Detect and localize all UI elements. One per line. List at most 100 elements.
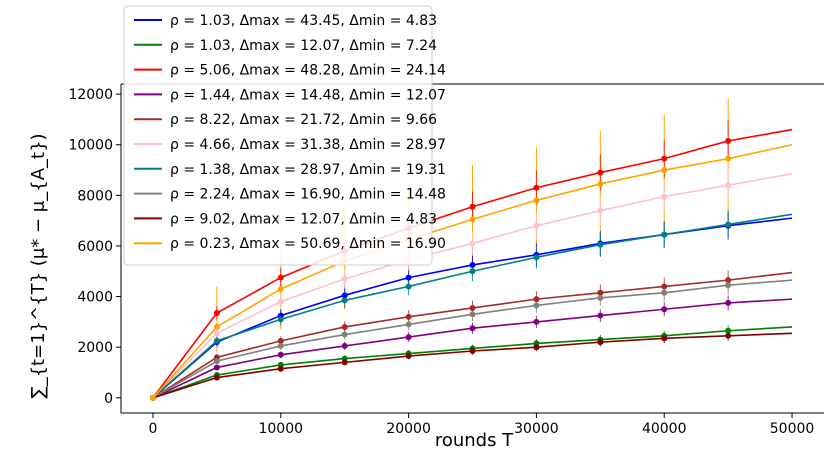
- x-tick-label: 0: [148, 421, 157, 437]
- series-point: [405, 313, 412, 320]
- series-7: [149, 213, 793, 401]
- series-point: [277, 365, 284, 372]
- series-point: [405, 334, 412, 341]
- series-point: [469, 325, 476, 332]
- series-point: [469, 240, 476, 247]
- x-tick-label: 50000: [770, 421, 815, 437]
- series-point: [213, 330, 220, 337]
- series-line: [152, 271, 793, 399]
- series-point: [661, 306, 668, 313]
- series-point: [213, 374, 220, 381]
- series-point: [469, 216, 476, 223]
- series-point: [597, 169, 604, 176]
- series-point: [661, 289, 668, 296]
- x-tick-label: 10000: [258, 421, 303, 437]
- series-point: [469, 311, 476, 318]
- legend-entry: ρ = 0.23, Δmax = 50.69, Δmin = 16.90: [170, 236, 446, 252]
- series-point: [341, 331, 348, 338]
- x-axis-label: rounds T: [435, 430, 514, 451]
- series-point: [533, 254, 540, 261]
- y-tick-label: 0: [104, 391, 113, 407]
- series-3: [149, 128, 793, 401]
- series-point: [597, 289, 604, 296]
- series-point: [277, 337, 284, 344]
- series-point: [597, 339, 604, 346]
- series-point: [469, 304, 476, 311]
- x-tick-label: 20000: [386, 421, 431, 437]
- series-point: [405, 321, 412, 328]
- legend-entry: ρ = 4.66, Δmax = 31.38, Δmin = 28.97: [170, 137, 446, 153]
- series-point: [341, 275, 348, 282]
- series-point: [725, 155, 732, 162]
- series-point: [469, 268, 476, 275]
- series-point: [597, 312, 604, 319]
- series-point: [277, 316, 284, 323]
- legend-entry: ρ = 1.38, Δmax = 28.97, Δmin = 19.31: [170, 162, 446, 178]
- series-point: [725, 299, 732, 306]
- series-point: [533, 222, 540, 229]
- series-point: [597, 241, 604, 248]
- series-layer: [149, 128, 793, 401]
- series-point: [405, 283, 412, 290]
- series-point: [533, 318, 540, 325]
- series-point: [725, 221, 732, 228]
- legend-box: [123, 5, 433, 266]
- y-tick-label: 8000: [77, 188, 113, 204]
- series-point: [469, 347, 476, 354]
- series-point: [341, 297, 348, 304]
- series-point: [277, 285, 284, 292]
- series-point: [341, 323, 348, 330]
- series-line: [152, 332, 793, 399]
- y-tick-label: 6000: [77, 239, 113, 255]
- y-tick-label: 2000: [77, 340, 113, 356]
- series-point: [341, 359, 348, 366]
- series-point: [661, 283, 668, 290]
- series-point: [405, 353, 412, 360]
- legend: ρ = 1.03, Δmax = 43.45, Δmin = 4.83 ρ = 1…: [123, 5, 446, 266]
- series-point: [277, 298, 284, 305]
- series-point: [341, 342, 348, 349]
- series-point: [661, 335, 668, 342]
- legend-entry: ρ = 9.02, Δmax = 12.07, Δmin = 4.83: [170, 211, 437, 227]
- y-axis-label: ∑_{t=1}^{T} (μ* − μ_{A_t}): [28, 133, 49, 398]
- legend-entry: ρ = 8.22, Δmax = 21.72, Δmin = 9.66: [170, 112, 437, 128]
- series-point: [533, 296, 540, 303]
- series-point: [213, 310, 220, 317]
- y-tick-label: 4000: [77, 290, 113, 306]
- series-point: [277, 274, 284, 281]
- legend-entry: ρ = 1.03, Δmax = 12.07, Δmin = 7.24: [170, 38, 437, 54]
- series-point: [725, 182, 732, 189]
- y-axis: 0 2000 4000 6000 8000 10000 12000: [68, 87, 121, 407]
- series-point: [725, 137, 732, 144]
- series-point: [277, 342, 284, 349]
- series-point: [725, 332, 732, 339]
- series-point: [725, 327, 732, 334]
- x-tick-label: 30000: [514, 421, 559, 437]
- series-point: [213, 323, 220, 330]
- legend-entry: ρ = 1.03, Δmax = 43.45, Δmin = 4.83: [170, 13, 437, 29]
- series-point: [405, 274, 412, 281]
- series-9: [149, 332, 793, 401]
- series-point: [533, 184, 540, 191]
- series-line: [152, 279, 793, 399]
- series-point: [597, 294, 604, 301]
- series-point: [533, 344, 540, 351]
- series-point: [533, 197, 540, 204]
- series-point: [597, 180, 604, 187]
- legend-entry: ρ = 5.06, Δmax = 48.28, Δmin = 24.14: [170, 63, 446, 79]
- series-point: [341, 292, 348, 299]
- series-point: [661, 231, 668, 238]
- y-tick-label: 10000: [68, 138, 113, 154]
- series-point: [725, 282, 732, 289]
- series-point: [149, 394, 156, 401]
- x-axis: 0 10000 20000 30000 40000 50000: [148, 413, 814, 437]
- series-point: [213, 358, 220, 365]
- series-point: [597, 207, 604, 214]
- legend-entry: ρ = 2.24, Δmax = 16.90, Δmin = 14.48: [170, 187, 446, 203]
- x-tick-label: 40000: [642, 421, 687, 437]
- series-point: [661, 155, 668, 162]
- series-point: [533, 302, 540, 309]
- series-5: [149, 271, 793, 401]
- series-8: [149, 279, 793, 401]
